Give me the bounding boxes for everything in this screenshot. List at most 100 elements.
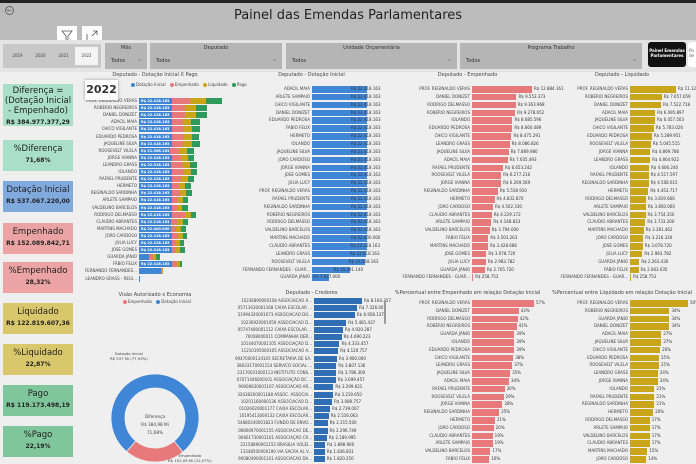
donut-slice-empenhado[interactable] [126, 440, 184, 463]
bar[interactable] [312, 195, 367, 203]
bar-row[interactable]: LEANDRO GRASS R$ 22.018.163 [235, 250, 388, 258]
bar[interactable] [630, 227, 644, 234]
bar[interactable] [314, 434, 327, 441]
bar-segment-empenhado[interactable] [171, 133, 185, 140]
bar-row[interactable]: FÁBIO FELIX R$ 3.503.263 [390, 235, 545, 242]
bar-row[interactable]: CHICO VIGILANTE R$ 5.783.026 [548, 125, 696, 132]
bar-row[interactable]: MARTINS MACHADO 15% [548, 448, 696, 455]
bar-row[interactable]: 10201160000136 ASSOCIACAO D... R$ 3.080.7… [235, 398, 388, 406]
bar[interactable] [314, 427, 328, 434]
bar-segment-dota-o-inicial[interactable]: R$ 22.418.163 [139, 247, 172, 254]
bar-row[interactable]: JORGE VIANNA R$ 22.418.163 [235, 164, 388, 172]
bar-row[interactable]: ARLETE SAMPAIO 19% [390, 440, 545, 447]
bar-row[interactable]: CLÁUDIO ABRANTES 17% [548, 440, 696, 447]
bar[interactable] [630, 346, 661, 354]
bar[interactable] [472, 300, 534, 307]
bar[interactable] [312, 258, 365, 266]
bar-row[interactable]: 54880240001823 FUNDO DE ENVO... R$ 2.315.… [235, 420, 388, 427]
bar-row[interactable]: JOSÉ GOMES R$ 22.418.163 [80, 247, 230, 254]
bar-row[interactable]: ROBÉRIO NEGREIROS 34% [548, 307, 696, 315]
bar-row[interactable]: IOLANDO R$ 8.685.596 [390, 117, 545, 125]
bar-row[interactable]: CLÁUDIO ABRANTES R$ 22.218.163 [235, 243, 388, 250]
bar-row[interactable]: HERMETO R$ 22.418.163 [235, 133, 388, 140]
bar[interactable] [630, 300, 688, 307]
bar-row[interactable]: EDUARDO PEDROSA 25% [548, 354, 696, 362]
bar[interactable] [630, 432, 650, 440]
bar[interactable] [472, 140, 510, 148]
bar[interactable] [472, 117, 513, 125]
bar[interactable] [312, 117, 367, 125]
bar-row[interactable]: JAQUELINE SILVA R$ 22.418.163 [80, 140, 230, 148]
bar-row[interactable]: JOSÉ GOMES R$ 3.078.720 [390, 250, 545, 258]
bar-row[interactable]: ARLETE SAMPAIO R$ 22.418.163 [235, 93, 388, 101]
bar-row[interactable]: JOSÉ GOMES R$ 3.078.720 [548, 243, 696, 250]
bar[interactable] [630, 203, 646, 211]
bar-segment-liquidado[interactable] [184, 169, 191, 175]
bar[interactable] [472, 93, 517, 101]
bar-segment-dota-o-inicial[interactable]: R$ 22.418.163 [139, 240, 172, 246]
bar-segment-liquidado[interactable] [182, 119, 192, 126]
bar-row[interactable]: JOÃO CARDOSO 20% [390, 424, 545, 432]
bar[interactable] [630, 258, 640, 266]
bar-row[interactable]: ROBÉRIO NEGREIROS R$ 9.278.652 [390, 109, 545, 117]
bar-row[interactable]: LEANDRO GRASS R$ 8.086.826 [390, 140, 545, 148]
bar[interactable] [630, 323, 670, 330]
bar-row[interactable]: VALDELINO BARCELOS 17% [548, 432, 696, 440]
bar-row[interactable]: 05713030001168 CAIXA ESCOLAR ... R$ 7.326… [235, 305, 388, 312]
bar-row[interactable]: FERNANDO FERNANDES - GUAR... R$ 258.753 [548, 274, 696, 282]
bar-row[interactable]: PROF. REGINALDO VERAS R$ 22.418.163 [80, 98, 230, 105]
bar-segment-dota-o-inicial[interactable]: R$ 22.418.163 [139, 197, 172, 204]
bar-row[interactable]: FÁBIO FELIX R$ 2.063.035 [548, 266, 696, 274]
bar-row[interactable]: 07071446000101 ASSOCIAÇÃO DC ... R$ 3.699… [235, 377, 388, 384]
bar[interactable] [630, 250, 643, 258]
bar[interactable] [314, 391, 333, 398]
bar-row[interactable]: JÚLIA LUCY R$ 22.418.163 [235, 180, 388, 187]
bar-row[interactable]: VALDELINO BARCELOS R$ 22.418.163 [80, 204, 230, 212]
bar-row[interactable]: LEANDRO GRASS R$ 4.864.922 [548, 156, 696, 164]
bar[interactable] [472, 432, 493, 440]
bar-row[interactable]: CHICO VIGILANTE 26% [548, 346, 696, 354]
bar-row[interactable]: MARTINS MACHADO R$ 22.400.000 [235, 235, 388, 242]
bar-row[interactable]: CHICO VIGILANTE 38% [390, 354, 545, 362]
bar[interactable] [312, 203, 367, 211]
bar-row[interactable]: ROOSEVELT VILELA R$ 6.277.216 [390, 172, 545, 179]
bar[interactable] [630, 101, 662, 109]
bar-row[interactable]: FÁBIO FELIX R$ 22.418.163 [235, 125, 388, 132]
bar-row[interactable]: 10236920001059 ASSOCIACAO D... R$ 5.481.4… [235, 319, 388, 327]
bar-row[interactable]: 70008000011 COMPANHIA DER... R$ 4.690.223 [235, 334, 388, 341]
bar[interactable] [630, 140, 651, 148]
bar-row[interactable]: ROOSEVELT VILELA R$ 21.568.163 [80, 147, 230, 155]
bar-row[interactable]: 06661730001101 ASSOCIAÇÃO CR... R$ 2.189.… [235, 434, 388, 442]
bar[interactable] [314, 362, 337, 369]
bar[interactable] [472, 227, 490, 234]
bar-segment-liquidado[interactable] [190, 98, 207, 104]
bar[interactable] [312, 172, 367, 179]
bar-segment-pago[interactable] [184, 183, 192, 190]
bar-segment-empenhado[interactable] [171, 119, 183, 126]
bar[interactable] [630, 424, 650, 432]
bar-row[interactable]: ADACIL MAIA R$ 22.418.163 [235, 86, 388, 93]
bar-row[interactable]: DANIEL DONIZET R$ 9.553.373 [390, 93, 545, 101]
bar-segment-pago[interactable] [179, 261, 183, 268]
bar-row[interactable]: VALDELINO BARCELOS R$ 3.754.350 [548, 211, 696, 219]
bar-segment-liquidado[interactable] [177, 218, 183, 225]
bar-row[interactable]: ROBÉRIO NEGREIROS R$ 22.418.163 [80, 105, 230, 112]
bar[interactable] [472, 339, 515, 346]
bar-row[interactable]: ARLETE SAMPAIO R$ 22.418.163 [80, 197, 230, 204]
bar-segment-empenhado[interactable] [171, 225, 177, 232]
bar[interactable] [630, 235, 644, 242]
bar[interactable] [630, 188, 649, 195]
bar-row[interactable]: ADACIL MAIA R$ 7.635.493 [390, 156, 545, 164]
bar-segment-pago[interactable] [156, 254, 160, 261]
bar-segment-liquidado[interactable] [176, 261, 180, 268]
bar-row[interactable]: ROBÉRIO NEGREIROS R$ 7.657.659 [548, 93, 696, 101]
bar-row[interactable]: RAFAEL PRUDENTE R$ 22.418.163 [235, 195, 388, 203]
bar[interactable] [472, 148, 509, 156]
bar-segment-empenhado[interactable] [149, 254, 154, 261]
bar-row[interactable]: RODRIGO DELMASSO R$ 22.418.163 [235, 219, 388, 227]
bar[interactable] [630, 440, 650, 447]
bar[interactable] [472, 354, 514, 362]
bar-row[interactable]: ROBÉRIO NEGREIROS R$ 22.418.163 [235, 211, 388, 219]
bar-row[interactable]: CHICO VIGILANTE R$ 22.418.163 [235, 101, 388, 109]
bar-row[interactable]: PROF. REGINALDO VERAS 57% [390, 300, 545, 307]
